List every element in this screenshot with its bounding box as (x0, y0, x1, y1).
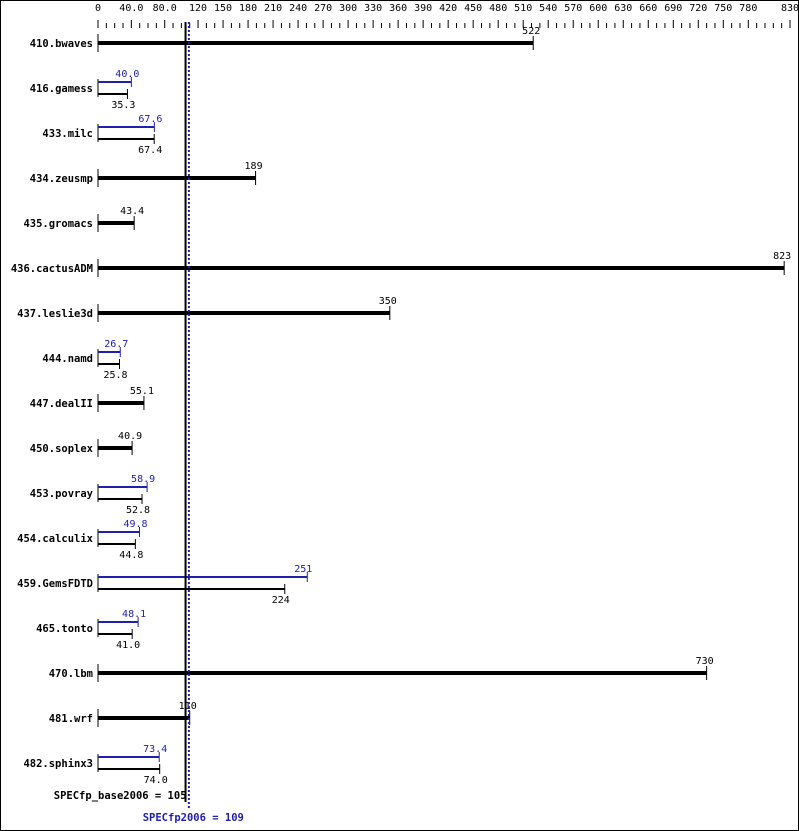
value-label-peak: 67.6 (138, 114, 162, 125)
x-tick-label: 780 (739, 3, 757, 14)
value-label-peak: 48.1 (122, 609, 146, 620)
benchmark-label: 437.leslie3d (17, 308, 93, 320)
bar-peak (98, 126, 155, 128)
bar-peak (98, 486, 148, 488)
x-tick-label: 240 (289, 3, 307, 14)
value-label-base: 224 (272, 595, 290, 606)
value-label-base: 67.4 (138, 145, 162, 156)
value-label-base: 40.9 (118, 431, 142, 442)
value-label-peak: 40.0 (115, 69, 139, 80)
bar-base (98, 138, 155, 140)
bar-base (98, 363, 120, 365)
bar-base (98, 768, 160, 770)
value-label-base: 823 (773, 251, 791, 262)
bar-peak (98, 756, 160, 758)
value-label-base: 730 (696, 656, 714, 667)
bar-base (98, 266, 785, 270)
benchmark-label: 481.wrf (49, 713, 93, 725)
benchmark-label: 416.gamess (30, 83, 93, 95)
x-tick-label: 40.0 (119, 3, 143, 14)
value-label-peak: 251 (294, 564, 312, 575)
x-tick-label: 600 (589, 3, 607, 14)
bar-base (98, 543, 136, 545)
benchmark-label: 470.lbm (49, 668, 93, 680)
bar-peak (98, 576, 308, 578)
benchmark-label: 433.milc (42, 128, 93, 140)
value-label-base: 55.1 (130, 386, 154, 397)
value-label-base: 189 (245, 161, 263, 172)
value-label-base: 43.4 (120, 206, 144, 217)
bar-base (98, 401, 144, 405)
benchmark-label: 444.namd (42, 353, 93, 365)
x-tick-label: 690 (664, 3, 682, 14)
bar-peak (98, 81, 132, 83)
x-tick-label: 450 (464, 3, 482, 14)
value-label-base: 41.0 (116, 640, 140, 651)
x-tick-label: 270 (314, 3, 332, 14)
bar-base (98, 498, 143, 500)
x-tick-label: 80.0 (153, 3, 177, 14)
value-label-peak: 73.4 (143, 744, 167, 755)
bar-base (98, 671, 707, 675)
x-tick-label: 300 (339, 3, 357, 14)
x-tick-label: 390 (414, 3, 432, 14)
bar-base (98, 446, 133, 450)
bar-base (98, 93, 128, 95)
base-reference-label: SPECfp_base2006 = 105 (54, 790, 187, 802)
value-label-base: 25.8 (103, 370, 127, 381)
value-label-peak: 49.8 (123, 519, 147, 530)
x-tick-label: 360 (389, 3, 407, 14)
value-label-peak: 58.9 (131, 474, 155, 485)
benchmark-label: 447.dealII (30, 398, 93, 410)
bar-base (98, 41, 534, 45)
bar-base (98, 176, 256, 180)
benchmark-label: 459.GemsFDTD (17, 578, 93, 590)
value-label-base: 44.8 (119, 550, 143, 561)
benchmark-label: 454.calculix (17, 533, 94, 545)
x-tick-label: 480 (489, 3, 507, 14)
x-tick-label: 510 (514, 3, 532, 14)
bar-base (98, 311, 390, 315)
benchmark-label: 482.sphinx3 (23, 758, 93, 770)
value-label-base: 522 (522, 26, 540, 37)
x-tick-label: 420 (439, 3, 457, 14)
bar-peak (98, 351, 121, 353)
bar-base (98, 633, 133, 635)
x-tick-label: 0 (95, 3, 101, 14)
benchmark-label: 450.soplex (30, 443, 94, 455)
bar-base (98, 221, 135, 225)
peak-reference-label: SPECfp2006 = 109 (143, 812, 244, 824)
value-label-base: 74.0 (144, 775, 168, 786)
benchmark-label: 453.povray (30, 488, 94, 500)
benchmark-label: 434.zeusmp (30, 173, 93, 185)
x-tick-label: 660 (639, 3, 657, 14)
value-label-base: 110 (179, 701, 197, 712)
x-tick-label: 750 (714, 3, 732, 14)
bar-peak (98, 531, 140, 533)
x-tick-label: 540 (539, 3, 557, 14)
bar-base (98, 716, 190, 720)
x-tick-label: 630 (614, 3, 632, 14)
x-tick-label: 330 (364, 3, 382, 14)
x-tick-label: 180 (239, 3, 257, 14)
value-label-peak: 26.7 (104, 339, 128, 350)
benchmark-label: 435.gromacs (23, 218, 93, 230)
x-tick-label: 570 (564, 3, 582, 14)
bar-base (98, 588, 285, 590)
benchmark-label: 410.bwaves (30, 38, 93, 50)
x-tick-label: 150 (214, 3, 232, 14)
bar-peak (98, 621, 139, 623)
x-tick-label: 210 (264, 3, 282, 14)
x-tick-label: 120 (189, 3, 207, 14)
x-tick-label: 720 (689, 3, 707, 14)
benchmark-label: 465.tonto (36, 623, 93, 635)
x-tick-label: 830 (781, 3, 799, 14)
value-label-base: 350 (379, 296, 397, 307)
value-label-base: 52.8 (126, 505, 150, 516)
benchmark-label: 436.cactusADM (11, 263, 93, 275)
value-label-base: 35.3 (111, 100, 135, 111)
